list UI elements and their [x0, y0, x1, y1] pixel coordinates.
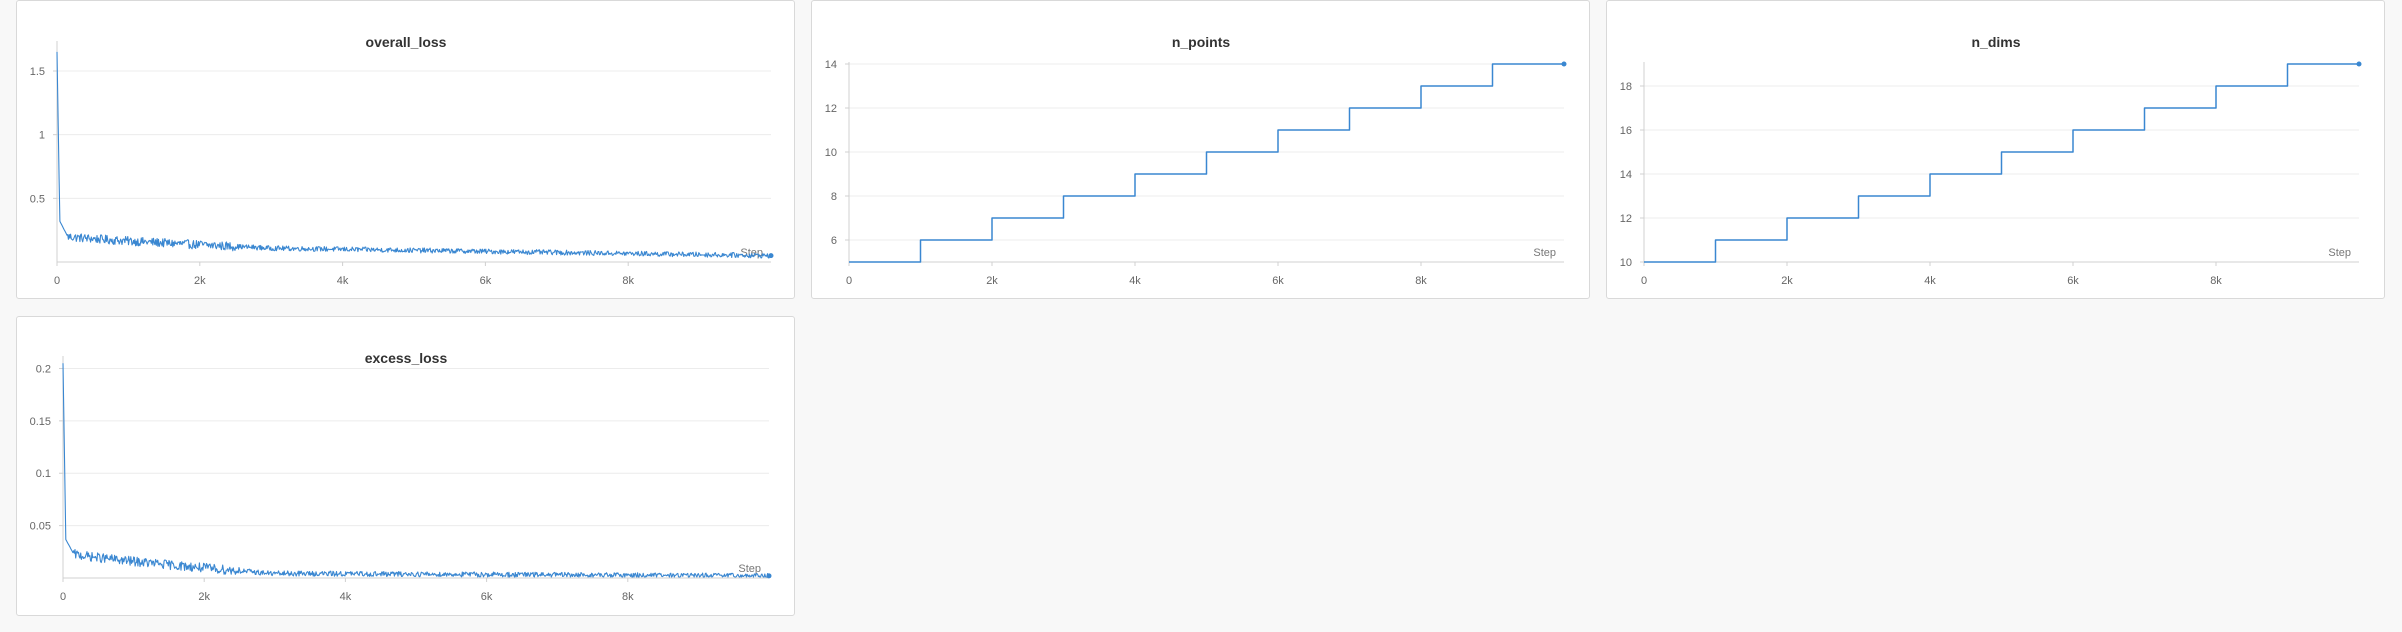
y-tick-label: 14 [825, 59, 837, 71]
y-tick-label: 0.05 [30, 521, 51, 533]
x-tick-label: 2k [1781, 275, 1793, 287]
x-tick-label: 4k [1129, 275, 1141, 287]
x-axis-label: Step [2328, 247, 2351, 259]
y-tick-label: 0.2 [36, 363, 51, 375]
series-end-point [2356, 61, 2362, 67]
x-tick-label: 6k [2067, 275, 2079, 287]
chart-panel-overall-loss: overall_loss 0.5 1 1.5 0 2k 4k 6k 8k Step [16, 0, 795, 299]
x-tick-label: 0 [54, 275, 60, 287]
series-line [62, 363, 770, 578]
y-tick-label: 6 [831, 235, 837, 247]
x-tick-label: 4k [337, 275, 349, 287]
chart-panel-n-dims: n_dims 10 12 14 16 18 0 2k 4k 6k 8k Step [1606, 0, 2385, 299]
y-tick-label: 18 [1620, 81, 1632, 93]
line-chart-n-dims: n_dims 10 12 14 16 18 0 2k 4k 6k 8k Step [1620, 34, 2362, 287]
y-tick-label: 0.5 [30, 193, 45, 205]
x-tick-label: 8k [622, 591, 634, 603]
series-end-point [766, 573, 772, 579]
y-tick-label: 1 [39, 130, 45, 142]
x-axis-label: Step [740, 247, 763, 259]
y-tick-label: 10 [1620, 257, 1632, 269]
y-tick-label: 0.15 [30, 416, 51, 428]
series-line [849, 63, 1564, 263]
y-tick-label: 1.5 [30, 66, 45, 78]
line-chart-n-points: n_points 6 8 10 12 14 0 2k 4k 6k 8k Step [825, 34, 1567, 287]
y-tick-label: 8 [831, 191, 837, 203]
x-tick-label: 2k [194, 275, 206, 287]
chart-title: overall_loss [366, 34, 447, 50]
series-line [56, 51, 772, 259]
chart-title: n_points [1172, 34, 1231, 50]
series-end-point [1561, 61, 1567, 67]
y-tick-label: 12 [1620, 213, 1632, 225]
y-tick-label: 12 [825, 103, 837, 115]
x-tick-label: 8k [2210, 275, 2222, 287]
x-tick-label: 6k [480, 275, 492, 287]
x-tick-label: 0 [1641, 275, 1647, 287]
chart-panel-n-points: n_points 6 8 10 12 14 0 2k 4k 6k 8k Step [811, 0, 1590, 299]
x-tick-label: 8k [622, 275, 634, 287]
x-tick-label: 4k [1924, 275, 1936, 287]
line-chart-overall-loss: overall_loss 0.5 1 1.5 0 2k 4k 6k 8k Step [30, 34, 774, 287]
x-tick-label: 0 [60, 591, 66, 603]
x-tick-label: 2k [198, 591, 210, 603]
x-axis-label: Step [738, 563, 761, 575]
x-tick-label: 4k [340, 591, 352, 603]
y-tick-label: 14 [1620, 169, 1632, 181]
y-tick-label: 10 [825, 147, 837, 159]
x-tick-label: 2k [986, 275, 998, 287]
chart-panel-excess-loss: excess_loss 0.05 0.1 0.15 0.2 0 2k 4k 6k 8k Step [16, 316, 795, 616]
x-tick-label: 6k [481, 591, 493, 603]
line-chart-excess-loss: excess_loss 0.05 0.1 0.15 0.2 0 2k 4k 6k 8k Step [30, 350, 772, 603]
y-tick-label: 16 [1620, 125, 1632, 137]
x-tick-label: 8k [1415, 275, 1427, 287]
x-axis-label: Step [1533, 247, 1556, 259]
x-tick-label: 0 [846, 275, 852, 287]
series-line [1644, 63, 2359, 263]
chart-title: n_dims [1971, 34, 2020, 50]
series-end-point [768, 253, 774, 259]
chart-title: excess_loss [365, 350, 448, 366]
y-tick-label: 0.1 [36, 468, 51, 480]
x-tick-label: 6k [1272, 275, 1284, 287]
